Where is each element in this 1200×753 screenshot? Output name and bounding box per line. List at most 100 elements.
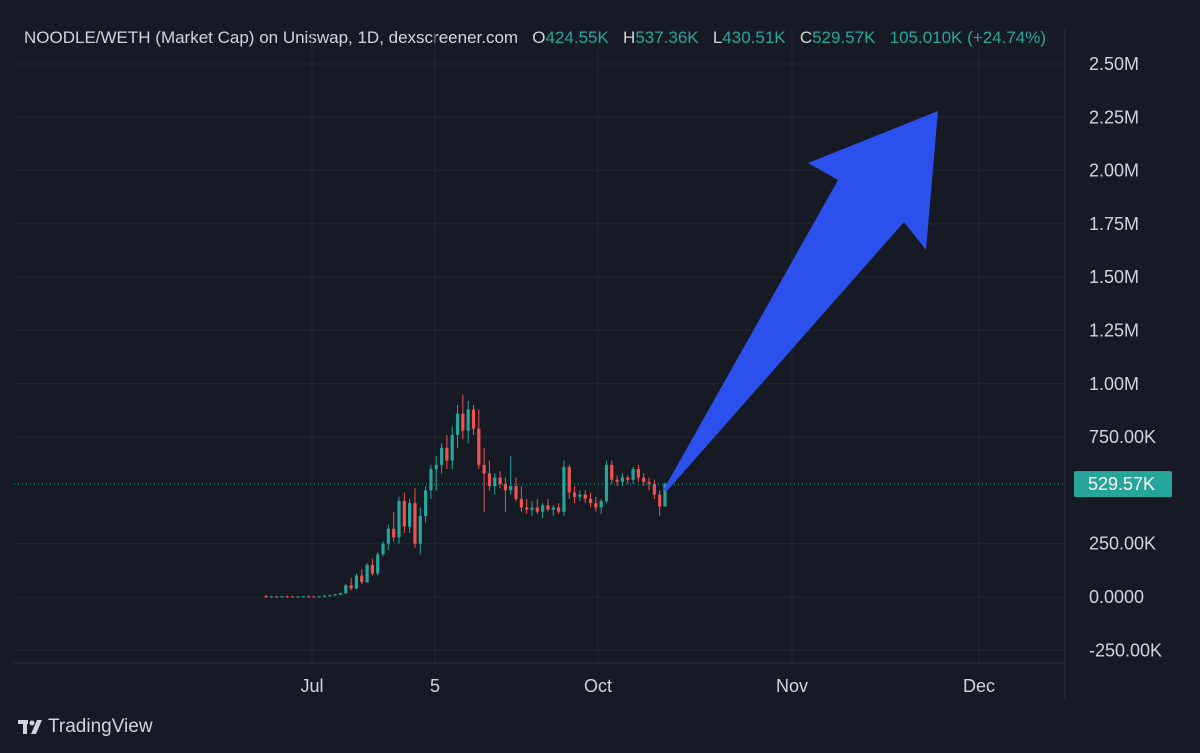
candle-body	[546, 505, 550, 510]
y-tick-label: 1.25M	[1089, 321, 1139, 341]
x-tick-label: 5	[430, 676, 440, 696]
candle-body	[434, 464, 438, 470]
candle-body	[466, 409, 470, 431]
candle-body	[296, 596, 300, 598]
price-axis-labels: 2.50M 2.25M 2.00M 1.75M 1.50M 1.25M 1.00M 750.0…	[1089, 54, 1162, 660]
candle-body	[530, 507, 534, 510]
candle-body	[487, 473, 492, 487]
candle-body	[594, 503, 598, 508]
legend-title: NOODLE/WETH (Market Cap) on Uniswap, 1D,…	[24, 28, 519, 47]
candle-body	[626, 477, 630, 480]
candle-body	[551, 507, 555, 510]
candle-body	[322, 595, 327, 597]
x-tick-label: Jul	[300, 676, 323, 696]
candle-body	[344, 585, 348, 594]
legend-change: 105.010K (+24.74%)	[889, 28, 1047, 47]
candle-body	[509, 486, 513, 491]
y-tick-label: 0.0000	[1089, 587, 1144, 607]
x-tick-label: Dec	[963, 676, 995, 696]
candle-body	[525, 507, 529, 510]
candle-body	[599, 501, 603, 508]
candle-body	[647, 481, 651, 485]
candle-body	[365, 565, 369, 583]
candle-body	[636, 469, 640, 478]
y-tick-label: 2.25M	[1089, 107, 1139, 127]
legend-close-label: C	[799, 28, 813, 47]
last-price-tag-label: 529.57K	[1088, 474, 1155, 494]
candle-body	[381, 543, 385, 555]
candle-body	[642, 477, 646, 482]
candle-body	[583, 494, 587, 499]
candle-body	[535, 507, 539, 512]
y-tick-label: 250.00K	[1089, 534, 1156, 554]
candle-body	[455, 413, 460, 435]
legend-open-value: 424.55K	[545, 28, 609, 47]
legend-low-label: L	[712, 28, 723, 47]
candle-body	[317, 596, 321, 598]
legend-open-label: O	[532, 28, 546, 47]
y-tick-label: 2.50M	[1089, 54, 1139, 74]
x-tick-label: Nov	[776, 676, 808, 696]
candle-body	[291, 596, 295, 598]
y-tick-label: -250.00K	[1089, 640, 1162, 660]
candle-body	[439, 447, 444, 465]
candle-body	[610, 464, 614, 480]
candle-body	[418, 515, 422, 544]
tradingview-logo-icon[interactable]	[18, 719, 42, 735]
footer-brand[interactable]: TradingView	[48, 716, 153, 737]
candle-body	[615, 479, 619, 482]
x-tick-label: Oct	[584, 676, 612, 696]
chart-grid	[14, 28, 1065, 663]
candle-body	[498, 477, 502, 485]
candle-body	[471, 409, 476, 429]
candle-body	[376, 554, 380, 574]
candle-body	[493, 477, 497, 487]
candle-body	[445, 447, 449, 461]
candle-body	[264, 595, 268, 597]
candle-body	[604, 464, 609, 502]
y-tick-label: 750.00K	[1089, 427, 1156, 447]
footer: TradingView	[18, 716, 153, 738]
candle-body	[386, 528, 390, 544]
candle-body	[402, 501, 406, 527]
candle-body	[370, 565, 374, 574]
time-axis-labels: Jul 5 Oct Nov Dec	[300, 676, 995, 696]
candle-body	[658, 494, 662, 507]
candle-body	[306, 596, 311, 598]
candle-body	[578, 494, 582, 497]
candle-body	[275, 596, 279, 598]
last-price-tag: 529.57K	[1074, 471, 1172, 498]
candle-body	[424, 490, 428, 516]
candle-body	[328, 595, 332, 597]
legend-close-value: 529.57K	[812, 28, 876, 47]
candle-body	[477, 428, 481, 465]
candle-body	[519, 498, 523, 508]
candle-body	[514, 486, 518, 499]
candle-body	[408, 503, 412, 527]
chart-axes	[14, 28, 1066, 700]
candle-body	[631, 469, 635, 480]
candle-body	[588, 498, 593, 504]
candle-body	[354, 575, 359, 589]
candle-body	[652, 484, 656, 495]
candle-body	[663, 484, 667, 507]
candle-body	[541, 505, 545, 512]
candle-body	[450, 434, 454, 461]
candle-body	[285, 596, 289, 598]
candle-body	[503, 484, 507, 491]
legend-high-label: H	[623, 28, 636, 47]
candle-body	[349, 585, 353, 589]
candle-body	[461, 413, 465, 431]
y-tick-label: 1.75M	[1089, 214, 1139, 234]
candle-body	[562, 466, 566, 512]
candle-body	[482, 464, 486, 474]
candle-body	[572, 492, 577, 497]
candle-body	[429, 469, 433, 491]
candle-body	[333, 594, 337, 596]
candle-body	[301, 596, 305, 598]
candle-body	[280, 596, 284, 598]
chart-legend: NOODLE/WETH (Market Cap) on Uniswap, 1D,…	[24, 28, 1046, 48]
candle-body	[312, 596, 316, 598]
legend-low-value: 430.51K	[722, 28, 786, 47]
